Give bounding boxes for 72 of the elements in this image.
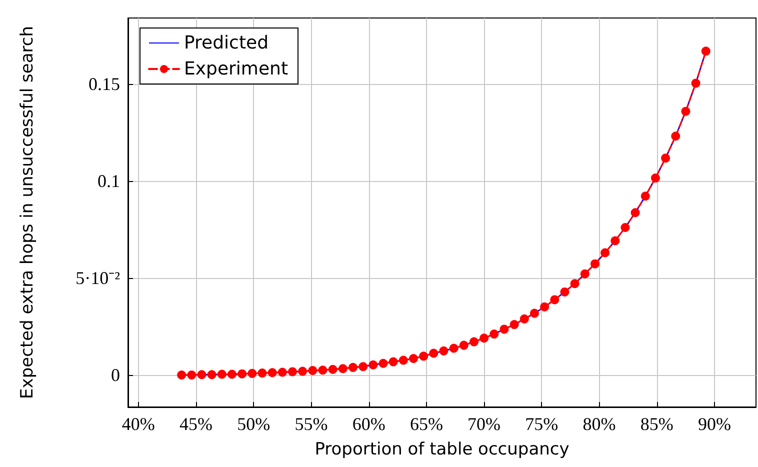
point xyxy=(419,352,428,361)
point xyxy=(610,236,620,246)
point xyxy=(248,368,257,378)
point xyxy=(258,368,267,378)
point xyxy=(691,78,700,88)
point xyxy=(640,192,650,201)
x-tick-label: 80% xyxy=(582,414,616,434)
point xyxy=(228,370,236,379)
point xyxy=(620,223,630,232)
x-tick-label: 45% xyxy=(179,414,212,434)
point xyxy=(328,364,338,374)
x-axis-title: Proportion of table occupancy xyxy=(314,440,570,460)
point xyxy=(388,357,398,366)
point xyxy=(398,356,408,365)
point xyxy=(580,269,590,278)
x-tick-label: 40% xyxy=(122,414,155,434)
point xyxy=(500,324,509,334)
point xyxy=(368,360,378,370)
point xyxy=(338,364,348,374)
point xyxy=(268,368,277,378)
point xyxy=(408,354,418,363)
point xyxy=(348,362,358,372)
point xyxy=(490,330,499,339)
point xyxy=(671,132,680,141)
x-tick-label: 90% xyxy=(698,414,732,434)
point xyxy=(187,370,196,380)
x-tick-label: 65% xyxy=(410,414,443,434)
point xyxy=(520,314,529,324)
x-tick-label: 50% xyxy=(237,414,270,434)
point xyxy=(238,369,247,378)
x-tick-label: 85% xyxy=(640,414,674,434)
point xyxy=(570,279,580,288)
point xyxy=(429,348,438,358)
point xyxy=(661,154,670,163)
point xyxy=(278,368,287,377)
point xyxy=(207,370,216,380)
legend-label: Experiment xyxy=(184,58,288,80)
point xyxy=(177,370,186,380)
x-tick-label: 55% xyxy=(294,414,328,434)
point xyxy=(530,308,539,318)
y-axis-title: Expected extra hops in unsuccessful search xyxy=(18,26,38,399)
y-tick-label: 5·10⁻² xyxy=(76,268,120,288)
point xyxy=(378,358,388,368)
point xyxy=(288,367,297,376)
point xyxy=(197,370,206,380)
y-tick-label: 0.1 xyxy=(98,170,120,191)
point xyxy=(439,346,448,356)
point xyxy=(449,344,458,353)
point xyxy=(681,106,690,116)
x-tick-label: 70% xyxy=(468,414,501,434)
y-tick-label: 0 xyxy=(111,364,120,385)
point xyxy=(308,366,318,376)
point xyxy=(630,208,640,218)
point xyxy=(550,295,560,304)
x-tick-label: 60% xyxy=(352,414,386,434)
x-tick-label: 75% xyxy=(525,414,558,434)
point xyxy=(510,320,519,330)
point xyxy=(358,362,368,372)
point xyxy=(298,366,308,376)
point xyxy=(217,370,226,379)
point xyxy=(560,287,570,296)
point xyxy=(650,174,660,183)
point xyxy=(318,366,328,375)
legend-label: Predicted xyxy=(184,32,268,54)
y-tick-label: 0.15 xyxy=(88,74,120,94)
point xyxy=(480,334,489,343)
point xyxy=(469,337,478,346)
point xyxy=(459,340,468,350)
point xyxy=(701,46,710,56)
point xyxy=(590,259,600,268)
point xyxy=(600,248,610,258)
point xyxy=(540,302,550,312)
